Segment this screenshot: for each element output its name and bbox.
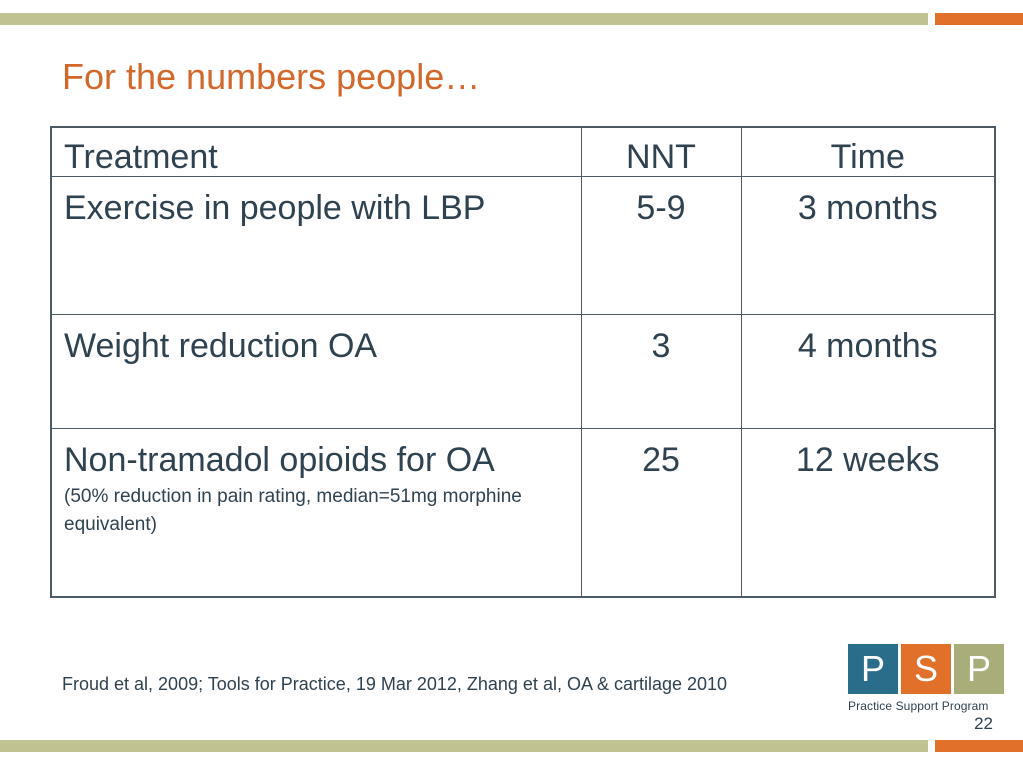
nnt-cell: 5-9 bbox=[580, 176, 742, 315]
header-time: Time bbox=[740, 126, 996, 177]
treatment-label: Exercise in people with LBP bbox=[64, 189, 486, 227]
time-cell: 4 months bbox=[740, 314, 996, 429]
top-olive-bar bbox=[0, 13, 928, 25]
logo-caption: Practice Support Program bbox=[848, 699, 989, 713]
treatment-cell: Weight reduction OA bbox=[50, 314, 582, 429]
logo-letter-p-second: P bbox=[954, 644, 1004, 694]
logo-letter-p: P bbox=[848, 644, 898, 694]
table-header-row: Treatment NNT Time bbox=[50, 126, 996, 177]
header-treatment: Treatment bbox=[50, 126, 582, 177]
treatment-label: Non-tramadol opioids for OA bbox=[64, 441, 495, 479]
slide-title: For the numbers people… bbox=[62, 56, 481, 97]
psp-logo: P S P Practice Support Program bbox=[848, 644, 1010, 713]
nnt-table: Treatment NNT Time Exercise in people wi… bbox=[50, 126, 996, 598]
time-cell: 3 months bbox=[740, 176, 996, 315]
table-row: Exercise in people with LBP 5-9 3 months bbox=[50, 176, 996, 315]
citation: Froud et al, 2009; Tools for Practice, 1… bbox=[62, 674, 728, 694]
logo-letter-s: S bbox=[901, 644, 951, 694]
nnt-cell: 3 bbox=[580, 314, 742, 429]
page-number: 22 bbox=[974, 714, 993, 733]
nnt-cell: 25 bbox=[580, 428, 742, 597]
table-row: Weight reduction OA 3 4 months bbox=[50, 314, 996, 429]
treatment-label: Weight reduction OA bbox=[64, 327, 378, 365]
bottom-orange-bar bbox=[935, 740, 1023, 752]
time-cell: 12 weeks bbox=[740, 428, 996, 597]
treatment-cell: Non-tramadol opioids for OA (50% reducti… bbox=[50, 428, 582, 597]
logo-letter-boxes: P S P bbox=[848, 644, 1010, 694]
header-nnt: NNT bbox=[580, 126, 742, 177]
top-orange-bar bbox=[935, 13, 1023, 25]
bottom-olive-bar bbox=[0, 740, 928, 752]
treatment-cell: Exercise in people with LBP bbox=[50, 176, 582, 315]
table-row: Non-tramadol opioids for OA (50% reducti… bbox=[50, 428, 996, 597]
treatment-note: (50% reduction in pain rating, median=51… bbox=[64, 486, 522, 535]
